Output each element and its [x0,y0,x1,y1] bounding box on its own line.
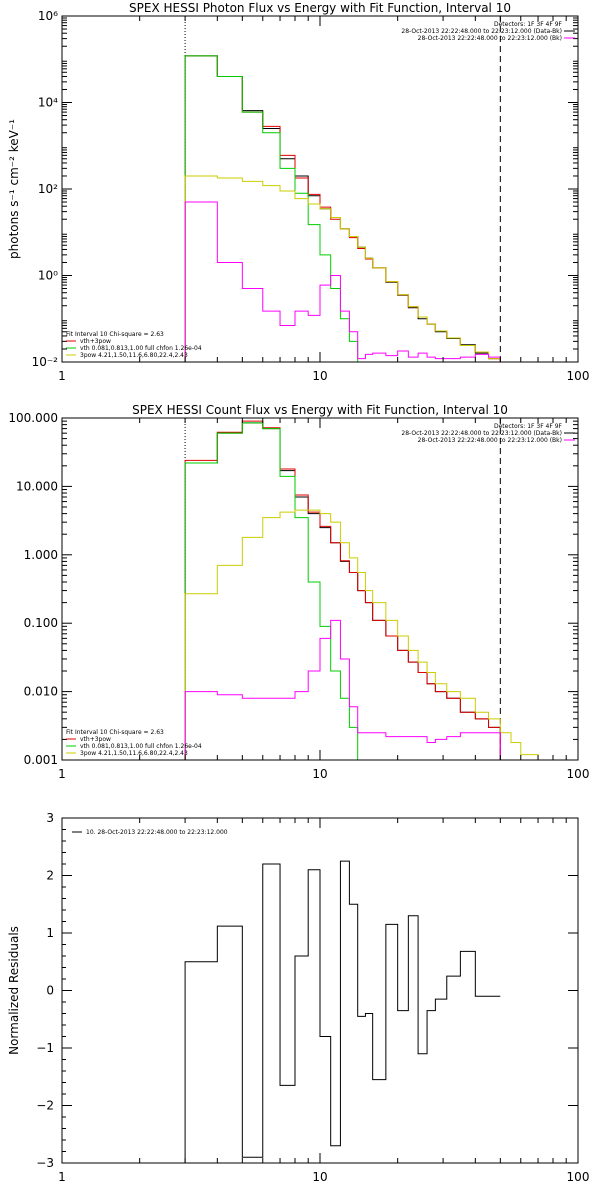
y-tick-label: 0.001 [24,753,58,767]
series-residuals [184,860,501,1163]
x-tick-label: 100 [567,767,590,781]
y-tick-label: 0.100 [24,616,58,630]
chart-panel-2: SPEX HESSI Count Flux vs Energy with Fit… [8,403,589,781]
series-data-bk [184,422,501,760]
y-tick-label: 10⁻² [32,355,59,369]
chart-panel-3: 1 10 100 −3 −2 −1 0 1 2 3 Normalized Residuals 10. … [7,811,589,1184]
chart-title: SPEX HESSI Count Flux vs Energy with Fit… [132,403,508,417]
y-tick-label: 2 [46,869,54,883]
legend-bottom-left-entry: Fit Interval 10 Chi-square = 2.63 [66,331,164,338]
legend-bottom-left-entry: 3pow 4.21,1.50,11.6,6.80,22.4,2.43 [80,750,188,757]
chart-panel-1: SPEX HESSI Photon Flux vs Energy with Fi… [7,1,589,383]
y-tick-label: 10⁴ [38,96,58,110]
legend-top-right-entry: Detectors: 1F 3F 4F 9F [494,21,563,28]
legend-bottom-left-entry: 3pow 4.21,1.50,11.6,6.80,22.4,2.43 [80,352,188,359]
chart-title: SPEX HESSI Photon Flux vs Energy with Fi… [129,1,511,15]
plot-area [184,860,501,1163]
y-tick-label: 1.000 [24,548,58,562]
legend-top-right-entry: 28-Oct-2013 22:22:48.000 to 22:23:12.000… [401,28,562,35]
x-tick-label: 1 [58,369,66,383]
plot-area [184,16,501,362]
y-tick-label: −2 [36,1099,54,1113]
y-tick-label: −3 [36,1156,54,1170]
y-tick-label: 10.000 [16,479,58,493]
y-tick-label: −1 [36,1041,54,1055]
x-tick-label: 1 [58,767,66,781]
legend-top-right-entry: 28-Oct-2013 22:22:48.000 to 22:23:12.000… [418,437,562,444]
legend-top-right-entry: Detectors: 1F 3F 4F 9F [494,423,563,430]
y-tick-label: 0.010 [24,685,58,699]
legend-bottom-left-entry: vth+3pow [80,338,111,345]
y-axis-label: photons s⁻¹ cm⁻² keV⁻¹ [7,119,21,259]
x-tick-label: 10 [312,767,327,781]
x-tick-label: 10 [312,1170,327,1184]
x-tick-label: 100 [567,369,590,383]
legend-bottom-left-entry: vth 0.081,0.813,1.00 full chfon 1.26e-04 [80,743,202,750]
x-tick-label: 10 [312,369,327,383]
y-tick-label: 10² [38,182,58,196]
legend-top-left-entry: 10. 28-Oct-2013 22:22:48.000 to 22:23:12… [86,829,228,836]
plot-area [184,418,539,760]
series-3pow [184,175,501,362]
y-tick-label: 10⁰ [38,269,58,283]
legend-bottom-left-entry: Fit Interval 10 Chi-square = 2.63 [66,729,164,736]
series-vth [184,422,366,760]
legend-bottom-left-entry: vth 0.081,0.813,1.00 full chfon 1.26e-04 [80,345,202,352]
series-data-bk [184,55,501,362]
x-tick-label: 1 [58,1170,66,1184]
legend-bottom-left-entry: vth+3pow [80,736,111,743]
y-axis-label: Normalized Residuals [7,926,21,1055]
legend-top-right-entry: 28-Oct-2013 22:22:48.000 to 22:23:12.000… [418,35,562,42]
x-tick-label: 100 [567,1170,590,1184]
series-total-fit [184,55,501,362]
y-tick-label: 100.000 [8,411,58,425]
series-bk [184,619,501,760]
y-tick-label: 10⁶ [38,9,58,23]
series-total-fit [184,420,501,760]
series-3pow [184,509,539,760]
series-bk [184,201,501,362]
y-tick-label: 3 [46,811,54,825]
legend-top-right-entry: 28-Oct-2013 22:22:48.000 to 22:23:12.000… [401,430,562,437]
y-tick-label: 1 [46,926,54,940]
y-tick-label: 0 [46,984,54,998]
series-vth [184,55,366,362]
